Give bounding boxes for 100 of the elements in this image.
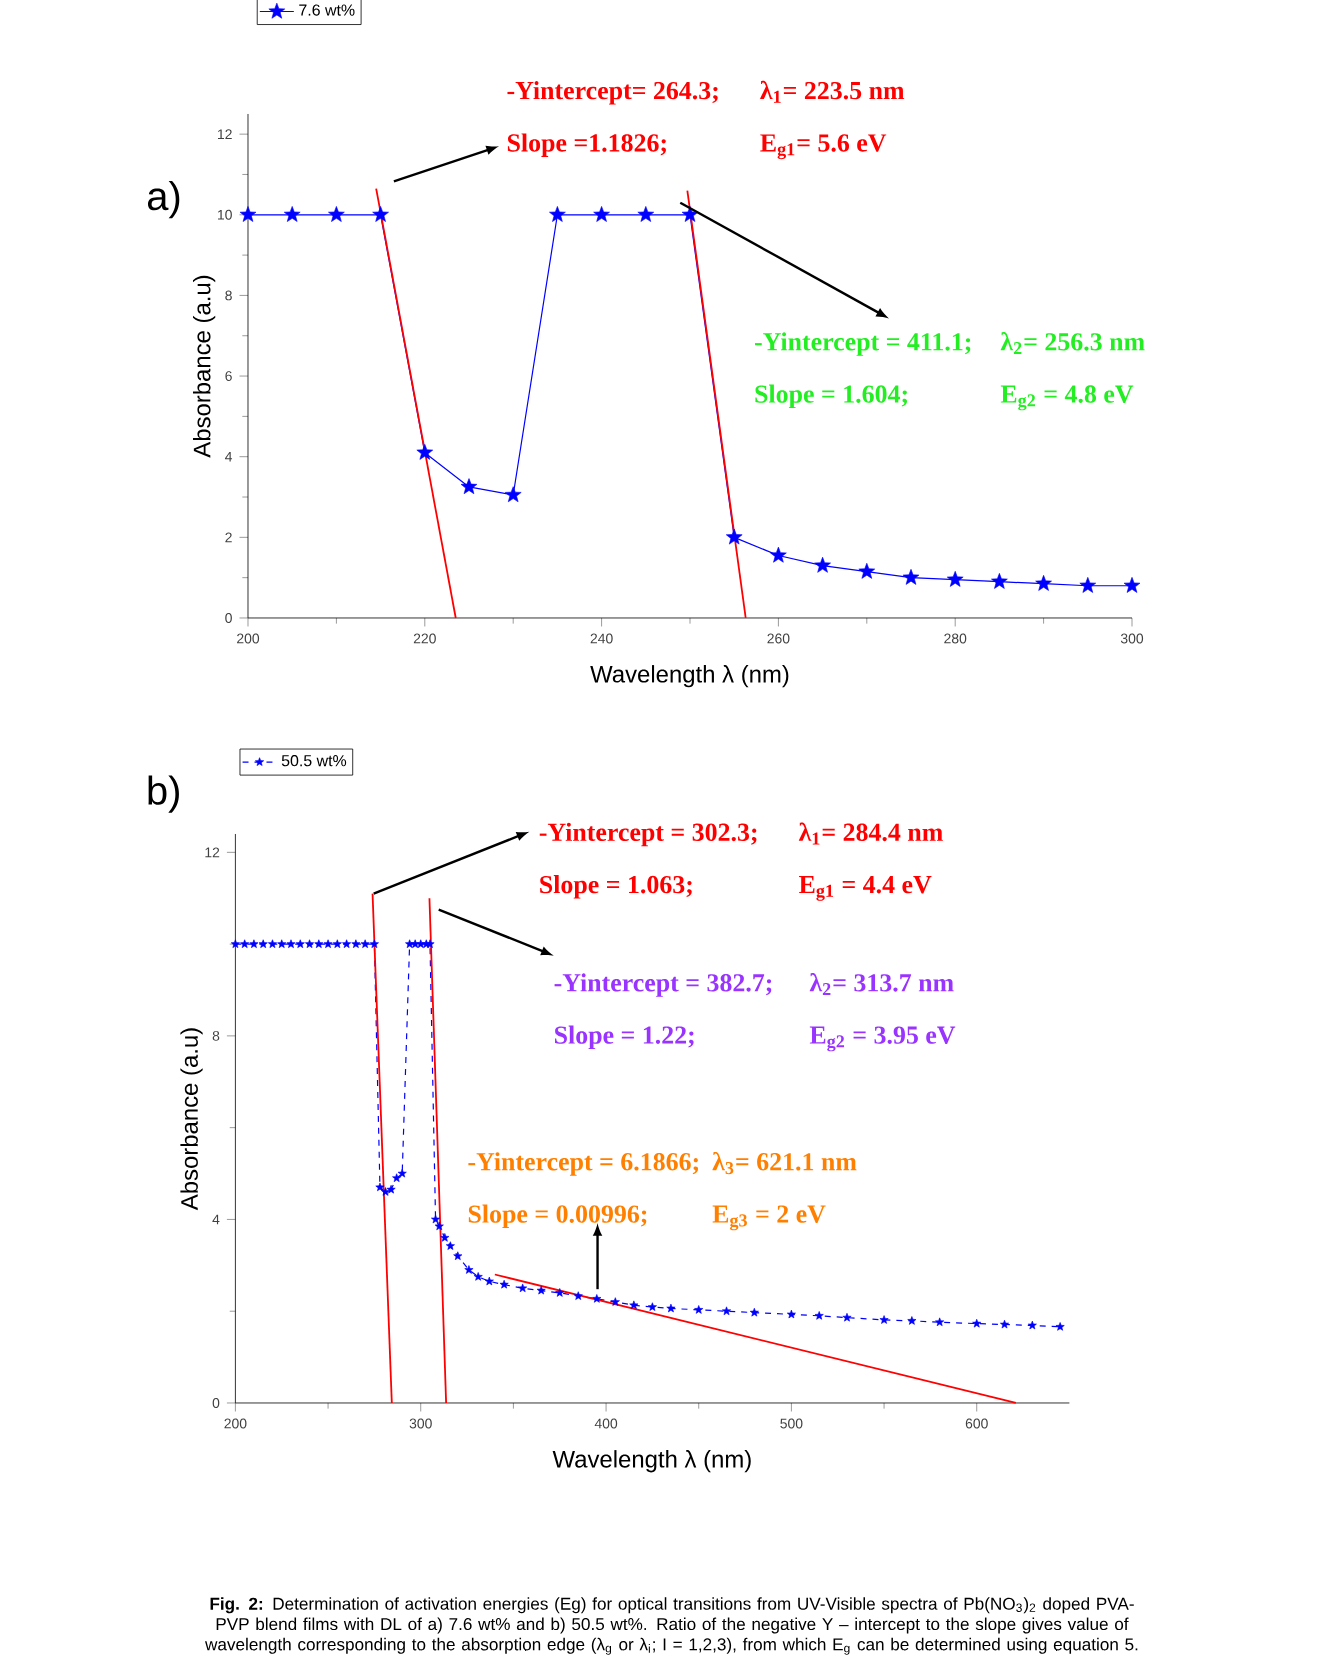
text: a) — [147, 181, 180, 219]
point — [464, 1265, 474, 1274]
point — [328, 206, 345, 222]
annotation: E$_{g1}$ = 4.4 eV — [799, 876, 932, 901]
point — [416, 939, 426, 948]
point — [375, 1182, 385, 1192]
point — [258, 939, 268, 948]
annotation: λ$_{2}$= 256.3 nm — [1000, 332, 1145, 355]
x-axis-title: Wavelength λ (nm) — [590, 665, 789, 688]
point — [722, 1306, 731, 1316]
annotation: Slope = 0.00996; — [468, 1204, 647, 1229]
point — [1079, 577, 1097, 593]
point — [314, 939, 324, 948]
point — [405, 939, 415, 948]
annotation: -Yintercept = 6.1866; — [468, 1152, 699, 1176]
point — [332, 939, 342, 948]
point — [239, 206, 257, 222]
point — [283, 206, 301, 222]
point — [593, 206, 610, 222]
annotation: E$_{g1}$= 5.6 eV — [760, 134, 887, 160]
point — [549, 206, 566, 222]
point — [286, 939, 296, 948]
point — [392, 1173, 402, 1182]
point — [1035, 575, 1052, 591]
annotation: -Yintercept = 382.7; — [554, 973, 772, 997]
point — [770, 546, 787, 563]
text: Fig. 2: Determination of activation energies (Eg) for optical transitions from UV-Visible spectra of Pb(NO$_{3}$)$_{2}$ doped PVA-PVP blend films with DL of a) 7.6 wt% and b) 50.5 wt%. Ratio of the negative Y – intercept to the slope gives value of wavelength corresponding to the absorption edge (λ$_{g}$ or λ$_{i}$; I = 1,2,3), from which E$_{g}$ can be determined using equation 5. — [205, 1597, 1138, 1655]
point — [991, 573, 1008, 589]
point — [369, 939, 379, 948]
point — [499, 1279, 509, 1289]
annotation: λ$_{1}$= 284.4 nm — [798, 822, 943, 845]
point — [1027, 1320, 1037, 1330]
annotation: E$_{g2}$ = 4.8 eV — [1000, 385, 1134, 411]
point — [240, 939, 250, 948]
point — [555, 1288, 565, 1297]
point — [386, 1184, 396, 1194]
annotation: E$_{g3}$ = 2 eV — [712, 1205, 826, 1231]
point — [647, 1302, 657, 1311]
annotation: λ$_{2}$= 313.7 nm — [809, 973, 954, 996]
point — [879, 1315, 889, 1324]
point — [1000, 1319, 1009, 1329]
annotation: E$_{g2}$ = 3.95 eV — [809, 1026, 956, 1052]
point — [323, 939, 333, 948]
chart-title: b) — [148, 775, 179, 813]
point — [749, 1307, 759, 1317]
x-axis-title: Wavelength λ (nm) — [552, 1450, 751, 1473]
point — [725, 528, 743, 545]
point — [946, 571, 964, 587]
point — [473, 1272, 483, 1281]
point — [610, 1297, 620, 1306]
point — [360, 939, 370, 948]
point — [518, 1283, 528, 1293]
point — [504, 486, 522, 503]
point — [230, 939, 240, 948]
point — [573, 1291, 583, 1300]
annotation: -Yintercept = 411.1; — [754, 332, 971, 356]
annotation: Slope =1.1826; — [507, 133, 666, 157]
point — [277, 939, 287, 948]
point — [902, 568, 920, 585]
point — [681, 206, 699, 222]
point — [445, 1241, 455, 1250]
point — [1123, 577, 1141, 593]
point — [295, 939, 305, 948]
annotation: Slope = 1.22; — [555, 1025, 694, 1050]
annotation: -Yintercept = 302.3; — [539, 822, 757, 847]
point — [305, 939, 314, 948]
point — [907, 1316, 917, 1325]
y-axis-title: Absorbance (a.u) — [193, 275, 216, 458]
text: λ$_{1}$= 223.5 nm — [760, 80, 905, 103]
point — [666, 1303, 676, 1313]
point — [814, 556, 831, 573]
point — [786, 1309, 796, 1319]
point — [267, 939, 277, 948]
point — [972, 1318, 982, 1328]
point — [434, 1221, 444, 1231]
annotation: Slope = 1.063; — [540, 875, 692, 899]
point — [249, 939, 259, 948]
point — [484, 1276, 494, 1286]
point — [694, 1305, 704, 1314]
point — [460, 478, 478, 495]
point — [814, 1311, 824, 1320]
point — [342, 939, 352, 948]
point — [416, 444, 434, 460]
point — [629, 1300, 639, 1310]
point — [372, 206, 389, 222]
point — [1055, 1322, 1065, 1331]
point — [440, 1233, 450, 1242]
point — [381, 1187, 390, 1196]
point — [431, 1214, 441, 1224]
point — [351, 939, 361, 948]
point — [453, 1251, 463, 1260]
point — [592, 1294, 602, 1303]
point — [397, 1168, 407, 1178]
point — [536, 1285, 546, 1295]
annotation: Slope = 1.604; — [755, 384, 907, 409]
point — [858, 562, 876, 579]
y-axis-title: Absorbance (a.u) — [180, 1028, 203, 1211]
point — [935, 1317, 945, 1327]
annotation: λ$_{3}$= 621.1 nm — [712, 1151, 857, 1175]
text: -Yintercept= 264.3; — [507, 81, 718, 105]
